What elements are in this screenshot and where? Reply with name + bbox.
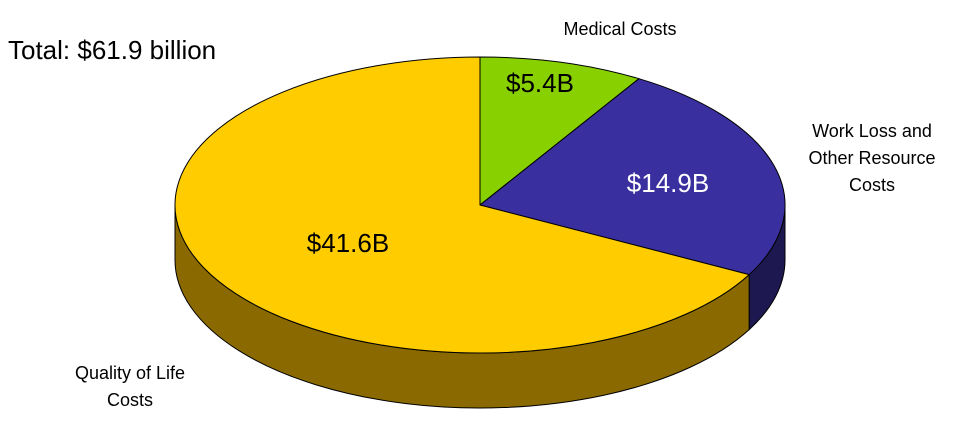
category-label: Work Loss and Other Resource Costs [808, 121, 935, 195]
chart-title: Total: $61.9 billion [8, 35, 216, 65]
slice [174, 56, 751, 354]
value-label: $14.9B [627, 168, 709, 198]
slice [479, 56, 640, 207]
value-label: $41.6B [307, 228, 389, 258]
slice [478, 78, 786, 276]
category-label: Medical Costs [563, 19, 676, 39]
value-label: $5.4B [506, 68, 574, 98]
category-label: Quality of Life Costs [75, 363, 185, 410]
